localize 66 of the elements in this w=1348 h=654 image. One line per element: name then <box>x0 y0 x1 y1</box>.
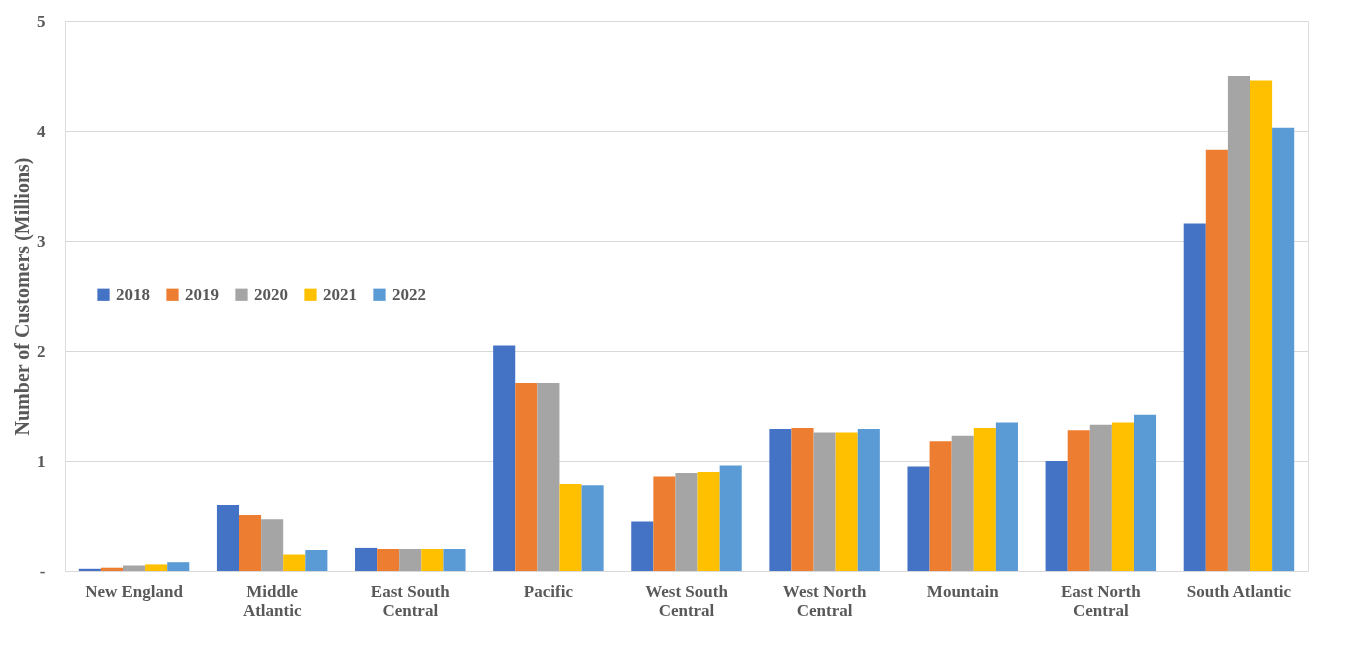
bar <box>305 550 328 571</box>
legend-label: 2022 <box>392 284 426 304</box>
bar <box>697 472 720 571</box>
bar <box>1111 422 1134 571</box>
x-tick-label: New England <box>85 581 184 601</box>
bar <box>1227 76 1250 571</box>
legend-label: 2018 <box>116 284 150 304</box>
bar <box>421 549 444 571</box>
x-tick-label: West North Central <box>782 581 867 620</box>
bar <box>769 429 792 571</box>
bar <box>857 429 880 571</box>
bar <box>100 567 124 571</box>
bar <box>1272 127 1295 571</box>
y-tick-label: 4 <box>37 121 46 141</box>
y-tick-label: 2 <box>37 341 46 361</box>
bar <box>399 549 422 571</box>
x-tick-label: Pacific <box>523 581 574 601</box>
bar <box>493 345 516 571</box>
bar <box>355 547 378 571</box>
x-tick-label: Middle Atlantic <box>242 581 302 620</box>
y-tick-label: 3 <box>37 231 46 251</box>
bar <box>929 441 952 571</box>
bar <box>1205 149 1228 571</box>
bar <box>581 485 604 571</box>
y-tick-label: 5 <box>37 11 46 31</box>
bar <box>1067 430 1090 571</box>
x-tick-label: East South Central <box>370 581 451 620</box>
bar <box>675 473 698 571</box>
bar <box>719 465 742 571</box>
bar <box>1089 424 1112 571</box>
bar <box>239 514 262 571</box>
bar <box>559 484 582 571</box>
bar <box>631 521 654 571</box>
y-axis-title: Number of Customers (Millions) <box>11 157 34 436</box>
bar <box>216 505 240 571</box>
legend-label: 2020 <box>254 284 288 304</box>
bar <box>377 549 400 571</box>
bar <box>653 476 676 571</box>
bar <box>907 466 930 571</box>
bar <box>995 422 1018 571</box>
bar <box>78 568 101 571</box>
bar <box>283 554 306 571</box>
bar <box>1249 80 1273 571</box>
bar <box>537 382 560 571</box>
bar <box>951 435 974 571</box>
y-tick-label: - <box>39 561 46 581</box>
bar <box>973 428 996 571</box>
x-tick-label: West South Central <box>645 581 729 620</box>
x-tick-label: South Atlantic <box>1186 581 1292 601</box>
y-tick-label: 1 <box>37 451 46 471</box>
bar <box>167 562 190 571</box>
bar <box>515 382 538 571</box>
bar <box>123 565 146 571</box>
legend-label: 2019 <box>185 284 219 304</box>
bar <box>813 432 836 571</box>
x-tick-label: Mountain <box>926 581 1000 601</box>
bar <box>261 519 284 571</box>
legend-label: 2021 <box>323 284 357 304</box>
bar <box>1133 414 1157 571</box>
bar <box>1183 223 1206 571</box>
bar <box>835 432 858 571</box>
x-tick-label: East North Central <box>1060 581 1142 620</box>
bar <box>443 549 466 571</box>
bar <box>145 564 168 571</box>
bar <box>1045 461 1068 571</box>
bar <box>791 428 814 571</box>
